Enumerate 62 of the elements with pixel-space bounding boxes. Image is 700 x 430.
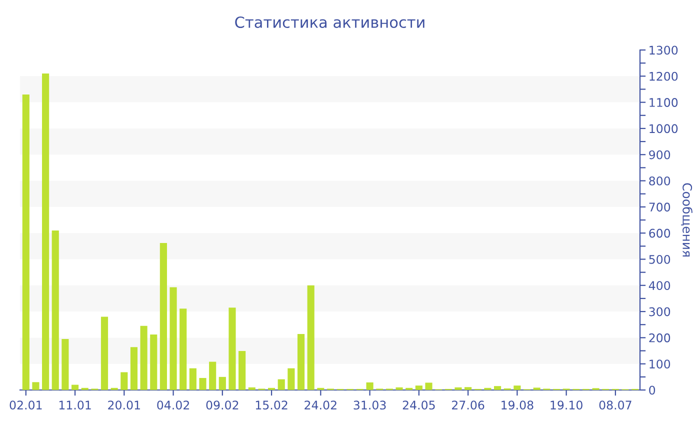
bar [494, 386, 502, 390]
y-tick-label: 1300 [650, 46, 678, 55]
bar [180, 308, 187, 390]
x-tick-label: 02.01 [10, 400, 42, 410]
y-tick-label: 0 [649, 386, 656, 395]
bar [189, 368, 196, 390]
y-tick-label: 1000 [650, 124, 678, 134]
y-tick-label: 600 [649, 228, 670, 238]
bar [425, 382, 432, 390]
x-tick-label: 24.02 [304, 400, 336, 410]
bar [199, 378, 206, 390]
y-tick-label: 900 [649, 150, 670, 160]
bar [288, 368, 295, 390]
y-tick-label: 500 [649, 254, 670, 264]
y-tick-label: 1100 [650, 98, 678, 107]
bar [514, 386, 521, 390]
bar [248, 387, 256, 390]
x-tick-label: 20.01 [108, 400, 140, 410]
y-tick-label: 400 [648, 281, 670, 290]
bar [22, 94, 30, 390]
bar [120, 372, 128, 390]
bar [238, 351, 246, 390]
bar [278, 379, 285, 390]
x-tick-label: 11.01 [59, 400, 91, 410]
x-tick-label: 15.02 [256, 400, 288, 410]
bar [366, 382, 374, 390]
x-tick-label: 19.10 [550, 400, 582, 410]
bar [100, 316, 108, 390]
bar [454, 387, 462, 390]
y-axis-title: Сообщения [681, 183, 692, 256]
x-tick-label: 08.07 [599, 400, 632, 410]
x-tick-label: 31.03 [354, 400, 386, 410]
y-tick-label: 1200 [650, 72, 678, 81]
x-tick-label: 04.02 [157, 400, 189, 410]
y-tick-label: 100 [650, 360, 670, 368]
bar [307, 285, 314, 390]
x-tick-label: 19.08 [502, 400, 534, 410]
bar [32, 382, 40, 390]
bar [42, 74, 50, 390]
bar [62, 339, 69, 390]
bar [228, 308, 236, 390]
bar [52, 230, 59, 390]
y-tick-label: 300 [649, 307, 670, 316]
x-tick-label: 09.02 [206, 400, 238, 410]
y-tick-label: 700 [649, 202, 670, 212]
bar [140, 326, 148, 390]
bar [464, 387, 472, 390]
bar [209, 362, 216, 390]
bar [130, 347, 138, 390]
bar [415, 386, 422, 390]
y-tick-label: 200 [649, 333, 670, 342]
bar [71, 384, 79, 390]
bar [297, 334, 305, 390]
x-tick-label: 24.05 [402, 400, 435, 410]
chart-title: Статистика активности [235, 16, 424, 28]
bar [170, 287, 177, 390]
y-tick-label: 800 [649, 176, 670, 186]
bar [396, 387, 403, 390]
bar [150, 334, 158, 390]
x-tick-label: 27.06 [452, 400, 484, 410]
bar [160, 243, 167, 390]
bar [218, 376, 226, 390]
